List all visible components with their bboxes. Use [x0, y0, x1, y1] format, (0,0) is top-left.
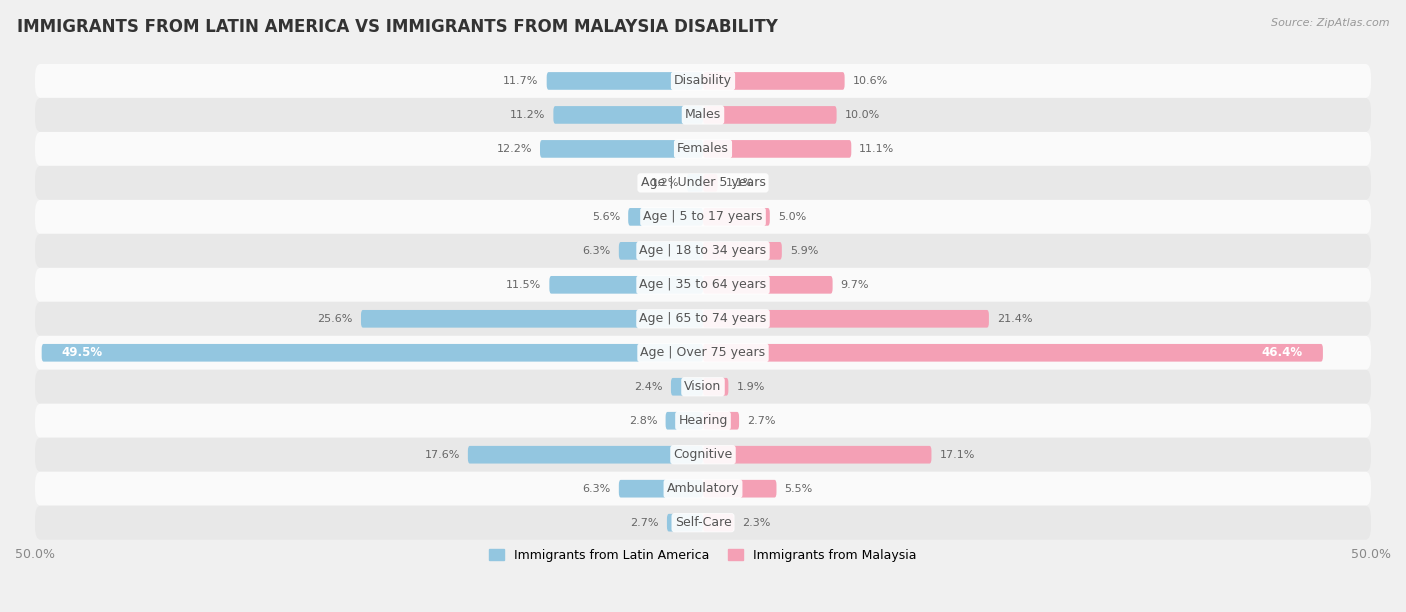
FancyBboxPatch shape [665, 412, 703, 430]
FancyBboxPatch shape [35, 404, 1371, 438]
FancyBboxPatch shape [703, 344, 1323, 362]
FancyBboxPatch shape [703, 140, 851, 158]
Text: 9.7%: 9.7% [841, 280, 869, 290]
Text: 2.8%: 2.8% [628, 416, 658, 426]
Text: Age | 18 to 34 years: Age | 18 to 34 years [640, 244, 766, 257]
Text: 2.4%: 2.4% [634, 382, 662, 392]
Text: 1.2%: 1.2% [651, 178, 679, 188]
Text: Age | 65 to 74 years: Age | 65 to 74 years [640, 312, 766, 326]
Text: Age | 35 to 64 years: Age | 35 to 64 years [640, 278, 766, 291]
FancyBboxPatch shape [671, 378, 703, 395]
FancyBboxPatch shape [35, 64, 1371, 98]
FancyBboxPatch shape [35, 200, 1371, 234]
Text: 46.4%: 46.4% [1261, 346, 1303, 359]
FancyBboxPatch shape [550, 276, 703, 294]
Text: 2.7%: 2.7% [747, 416, 776, 426]
Text: 49.5%: 49.5% [62, 346, 103, 359]
FancyBboxPatch shape [703, 106, 837, 124]
FancyBboxPatch shape [35, 234, 1371, 268]
FancyBboxPatch shape [619, 480, 703, 498]
Text: Ambulatory: Ambulatory [666, 482, 740, 495]
Text: 6.3%: 6.3% [582, 246, 610, 256]
FancyBboxPatch shape [703, 310, 988, 327]
Text: Age | 5 to 17 years: Age | 5 to 17 years [644, 211, 762, 223]
FancyBboxPatch shape [547, 72, 703, 90]
FancyBboxPatch shape [42, 344, 703, 362]
Text: Source: ZipAtlas.com: Source: ZipAtlas.com [1271, 18, 1389, 28]
Legend: Immigrants from Latin America, Immigrants from Malaysia: Immigrants from Latin America, Immigrant… [484, 543, 922, 567]
FancyBboxPatch shape [35, 472, 1371, 506]
FancyBboxPatch shape [35, 166, 1371, 200]
Text: 11.1%: 11.1% [859, 144, 894, 154]
FancyBboxPatch shape [619, 242, 703, 259]
FancyBboxPatch shape [703, 514, 734, 531]
Text: 11.2%: 11.2% [510, 110, 546, 120]
Text: Age | Over 75 years: Age | Over 75 years [641, 346, 765, 359]
FancyBboxPatch shape [628, 208, 703, 226]
FancyBboxPatch shape [554, 106, 703, 124]
FancyBboxPatch shape [35, 438, 1371, 472]
Text: Cognitive: Cognitive [673, 448, 733, 461]
Text: Disability: Disability [673, 75, 733, 88]
FancyBboxPatch shape [540, 140, 703, 158]
Text: 2.3%: 2.3% [742, 518, 770, 528]
FancyBboxPatch shape [688, 174, 703, 192]
FancyBboxPatch shape [35, 132, 1371, 166]
FancyBboxPatch shape [35, 302, 1371, 336]
Text: Males: Males [685, 108, 721, 121]
Text: Self-Care: Self-Care [675, 516, 731, 529]
Text: 17.1%: 17.1% [939, 450, 974, 460]
FancyBboxPatch shape [35, 336, 1371, 370]
Text: 17.6%: 17.6% [425, 450, 460, 460]
FancyBboxPatch shape [35, 370, 1371, 404]
FancyBboxPatch shape [703, 412, 740, 430]
Text: Females: Females [678, 143, 728, 155]
FancyBboxPatch shape [703, 72, 845, 90]
FancyBboxPatch shape [703, 378, 728, 395]
Text: Hearing: Hearing [678, 414, 728, 427]
Text: 5.6%: 5.6% [592, 212, 620, 222]
Text: 12.2%: 12.2% [496, 144, 531, 154]
FancyBboxPatch shape [468, 446, 703, 463]
Text: 5.5%: 5.5% [785, 483, 813, 494]
Text: 6.3%: 6.3% [582, 483, 610, 494]
FancyBboxPatch shape [666, 514, 703, 531]
Text: IMMIGRANTS FROM LATIN AMERICA VS IMMIGRANTS FROM MALAYSIA DISABILITY: IMMIGRANTS FROM LATIN AMERICA VS IMMIGRA… [17, 18, 778, 36]
FancyBboxPatch shape [703, 480, 776, 498]
FancyBboxPatch shape [35, 98, 1371, 132]
Text: 21.4%: 21.4% [997, 314, 1032, 324]
FancyBboxPatch shape [703, 208, 770, 226]
Text: 5.0%: 5.0% [778, 212, 806, 222]
Text: 11.7%: 11.7% [503, 76, 538, 86]
FancyBboxPatch shape [703, 242, 782, 259]
Text: Vision: Vision [685, 380, 721, 394]
Text: 2.7%: 2.7% [630, 518, 659, 528]
FancyBboxPatch shape [35, 506, 1371, 540]
FancyBboxPatch shape [703, 174, 717, 192]
FancyBboxPatch shape [35, 268, 1371, 302]
FancyBboxPatch shape [703, 446, 931, 463]
FancyBboxPatch shape [703, 276, 832, 294]
FancyBboxPatch shape [361, 310, 703, 327]
Text: 5.9%: 5.9% [790, 246, 818, 256]
Text: 1.9%: 1.9% [737, 382, 765, 392]
Text: 25.6%: 25.6% [318, 314, 353, 324]
Text: 10.6%: 10.6% [852, 76, 887, 86]
Text: Age | Under 5 years: Age | Under 5 years [641, 176, 765, 189]
Text: 11.5%: 11.5% [506, 280, 541, 290]
Text: 10.0%: 10.0% [845, 110, 880, 120]
Text: 1.1%: 1.1% [725, 178, 754, 188]
